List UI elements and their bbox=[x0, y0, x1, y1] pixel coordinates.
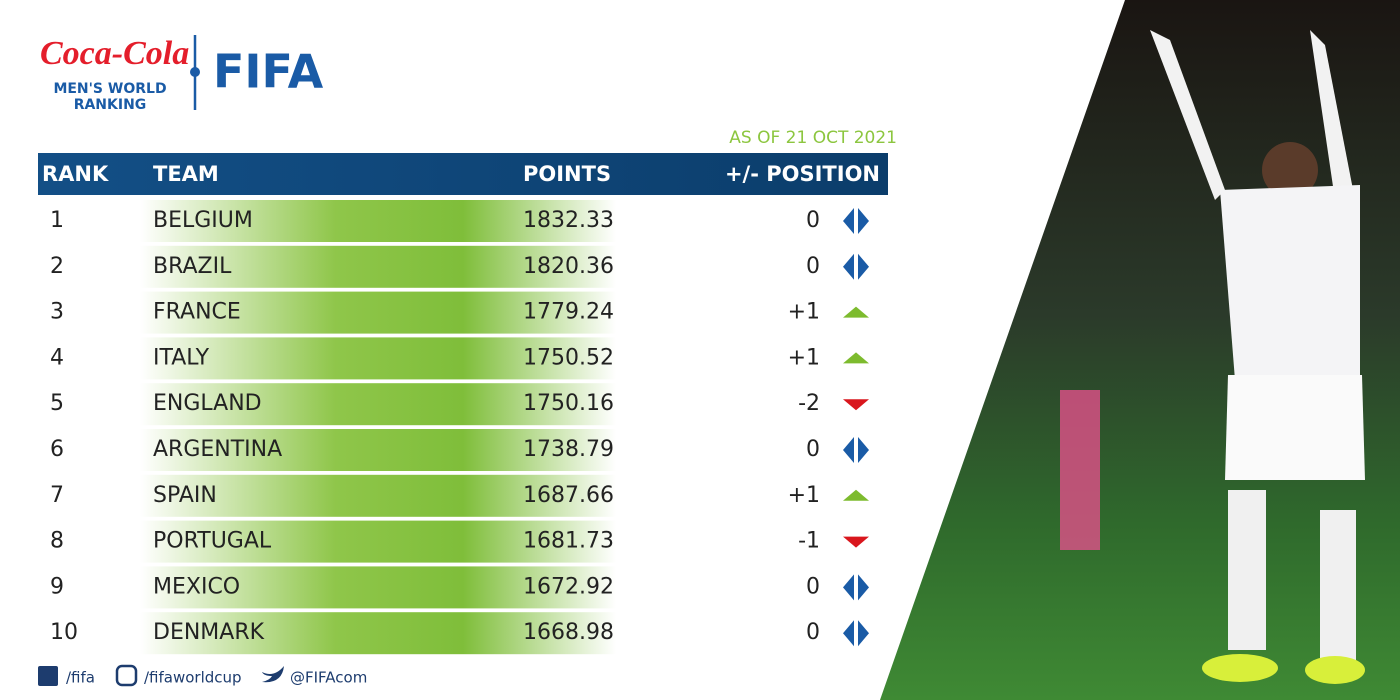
position-change: +1 bbox=[788, 483, 820, 508]
facebook-handle[interactable]: /fifa bbox=[66, 669, 95, 687]
row-background bbox=[38, 200, 888, 242]
rank: 2 bbox=[50, 254, 64, 279]
column-header: TEAM bbox=[153, 162, 219, 186]
row-background bbox=[38, 566, 888, 609]
rank: 1 bbox=[50, 208, 64, 233]
same-arrow-right bbox=[858, 437, 869, 463]
same-arrow-right bbox=[858, 253, 869, 280]
rank: 9 bbox=[50, 574, 64, 599]
column-header: +/- POSITION bbox=[725, 162, 880, 186]
points: 1687.66 bbox=[523, 483, 614, 508]
row-background bbox=[38, 474, 888, 517]
position-change: 0 bbox=[806, 254, 820, 279]
table-row: 3 FRANCE 1779.24 +1 bbox=[38, 291, 888, 334]
position-change: -2 bbox=[798, 391, 820, 416]
team: BELGIUM bbox=[153, 208, 253, 233]
same-arrow-left bbox=[843, 574, 854, 601]
points: 1681.73 bbox=[523, 529, 614, 554]
logo-dot bbox=[190, 67, 200, 77]
same-arrow-left bbox=[843, 620, 854, 647]
table-header bbox=[38, 153, 888, 195]
table-row: 2 BRAZIL 1820.36 0 bbox=[38, 245, 888, 288]
column-header: RANK bbox=[42, 162, 109, 186]
up-arrow bbox=[843, 489, 869, 501]
position-change: 0 bbox=[806, 574, 820, 599]
table-row: 4 ITALY 1750.52 +1 bbox=[38, 337, 888, 380]
row-background bbox=[38, 291, 888, 334]
row-background bbox=[38, 520, 888, 563]
same-arrow-right bbox=[858, 208, 869, 234]
date-label: AS OF 21 OCT 2021 bbox=[729, 128, 897, 148]
table-row: 1 BELGIUM 1832.33 0 bbox=[38, 200, 888, 242]
team: SPAIN bbox=[153, 483, 217, 508]
team: DENMARK bbox=[153, 620, 265, 645]
same-arrow-right bbox=[858, 574, 869, 601]
row-background bbox=[38, 383, 888, 426]
photo-bg-board bbox=[1060, 390, 1100, 550]
same-arrow-left bbox=[843, 253, 854, 280]
points: 1820.36 bbox=[523, 254, 614, 279]
table-row: 9 MEXICO 1672.92 0 bbox=[38, 566, 888, 609]
team: ITALY bbox=[153, 345, 210, 370]
rank: 8 bbox=[50, 529, 64, 554]
twitter-handle[interactable]: @FIFAcom bbox=[290, 669, 367, 687]
row-background bbox=[38, 245, 888, 288]
table-row: 7 SPAIN 1687.66 +1 bbox=[38, 474, 888, 517]
position-change: +1 bbox=[788, 345, 820, 370]
team: MEXICO bbox=[153, 574, 240, 599]
team: PORTUGAL bbox=[153, 529, 272, 554]
player-figure bbox=[1150, 30, 1365, 684]
rank: 10 bbox=[50, 620, 78, 645]
row-background bbox=[38, 337, 888, 380]
team: ENGLAND bbox=[153, 391, 262, 416]
position-change: +1 bbox=[788, 300, 820, 325]
ranking-line1: MEN'S WORLD bbox=[53, 81, 166, 97]
table-row: 10 DENMARK 1668.98 0 bbox=[38, 612, 888, 655]
position-change: 0 bbox=[806, 208, 820, 233]
points: 1672.92 bbox=[523, 574, 614, 599]
points: 1668.98 bbox=[523, 620, 614, 645]
points: 1779.24 bbox=[523, 300, 614, 325]
position-change: -1 bbox=[798, 529, 820, 554]
column-header: POINTS bbox=[523, 162, 611, 186]
instagram-handle[interactable]: /fifaworldcup bbox=[144, 669, 242, 687]
rank: 3 bbox=[50, 300, 64, 325]
twitter-icon bbox=[262, 666, 284, 683]
up-arrow bbox=[843, 306, 869, 318]
rank: 7 bbox=[50, 483, 64, 508]
table-row: 6 ARGENTINA 1738.79 0 bbox=[38, 429, 888, 471]
up-arrow bbox=[843, 352, 869, 364]
team: BRAZIL bbox=[153, 254, 232, 279]
points: 1750.52 bbox=[523, 345, 614, 370]
table-row: 5 ENGLAND 1750.16 -2 bbox=[38, 383, 888, 426]
same-arrow-left bbox=[843, 437, 854, 463]
row-background bbox=[38, 612, 888, 655]
sponsor-logo: Coca-Cola bbox=[40, 35, 189, 72]
position-change: 0 bbox=[806, 620, 820, 645]
same-arrow-right bbox=[858, 620, 869, 647]
down-arrow bbox=[843, 536, 869, 548]
ranking-line2: RANKING bbox=[74, 97, 147, 113]
points: 1738.79 bbox=[523, 437, 614, 462]
instagram-icon bbox=[115, 664, 138, 687]
team: ARGENTINA bbox=[153, 437, 282, 462]
points: 1750.16 bbox=[523, 391, 614, 416]
facebook-icon bbox=[38, 666, 58, 686]
position-change: 0 bbox=[806, 437, 820, 462]
rank: 5 bbox=[50, 391, 64, 416]
table-row: 8 PORTUGAL 1681.73 -1 bbox=[38, 520, 888, 563]
points: 1832.33 bbox=[523, 208, 614, 233]
same-arrow-left bbox=[843, 208, 854, 234]
rank: 4 bbox=[50, 345, 64, 370]
team: FRANCE bbox=[153, 300, 241, 325]
down-arrow bbox=[843, 399, 869, 411]
row-background bbox=[38, 429, 888, 471]
rank: 6 bbox=[50, 437, 64, 462]
brand-logo: FIFA bbox=[213, 45, 324, 99]
